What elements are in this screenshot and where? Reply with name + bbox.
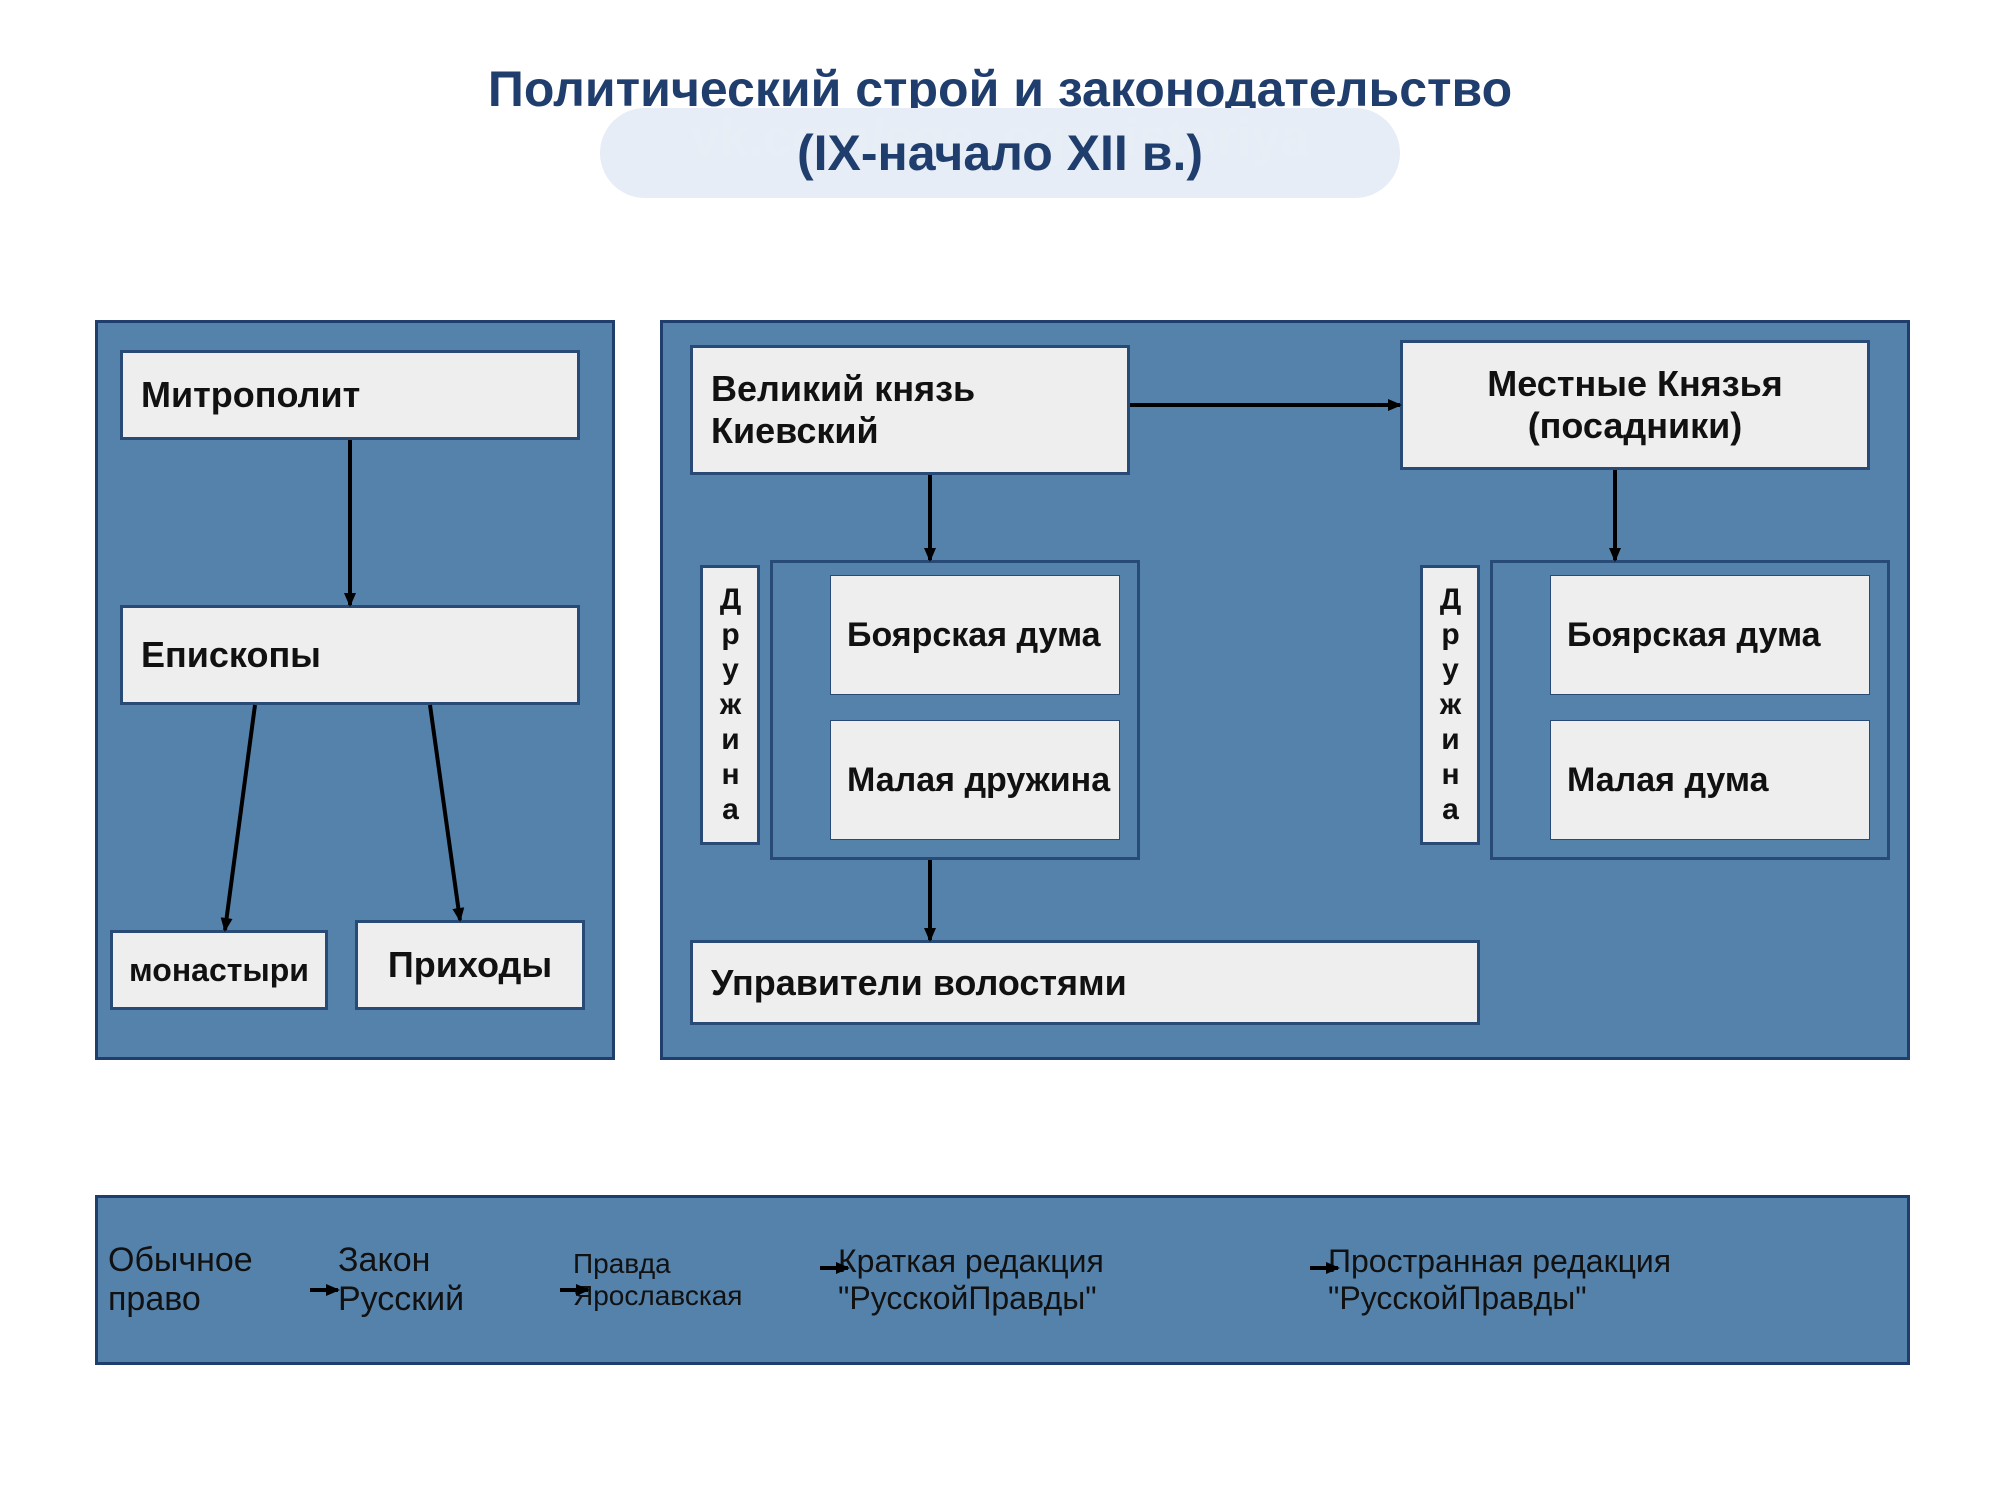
- title-line2-wrap: vk.com/ege_oge_istoriya (IX-начало XII в…: [797, 124, 1203, 182]
- node-mitropolit: Митрополит: [120, 350, 580, 440]
- legislation-timeline: Обычное право Закон Русский Правда Яросл…: [95, 1195, 1910, 1365]
- timeline-cell: Правда Ярославская: [563, 1198, 828, 1362]
- node-malaya-druzhina-left: Малая дружина: [830, 720, 1120, 840]
- node-druzhina-right: Дружина: [1420, 565, 1480, 845]
- node-boyar-duma-left: Боярская дума: [830, 575, 1120, 695]
- title-block: Политический строй и законодательство vk…: [0, 60, 2000, 182]
- title-line2: (IX-начало XII в.): [797, 124, 1203, 182]
- node-upraviteli: Управители волостями: [690, 940, 1480, 1025]
- node-malaya-duma-right: Малая дума: [1550, 720, 1870, 840]
- node-grand-prince: Великий князь Киевский: [690, 345, 1130, 475]
- timeline-cell: Пространная редакция "РусскойПравды": [1318, 1198, 1888, 1362]
- node-boyar-duma-right: Боярская дума: [1550, 575, 1870, 695]
- node-episkopy: Епископы: [120, 605, 580, 705]
- timeline-cell: Краткая редакция "РусскойПравды": [828, 1198, 1318, 1362]
- timeline-cell: Обычное право: [98, 1198, 328, 1362]
- node-local-princes: Местные Князья (посадники): [1400, 340, 1870, 470]
- node-druzhina-left: Дружина: [700, 565, 760, 845]
- node-monastyri: монастыри: [110, 930, 328, 1010]
- node-prikhody: Приходы: [355, 920, 585, 1010]
- timeline-cell: Закон Русский: [328, 1198, 563, 1362]
